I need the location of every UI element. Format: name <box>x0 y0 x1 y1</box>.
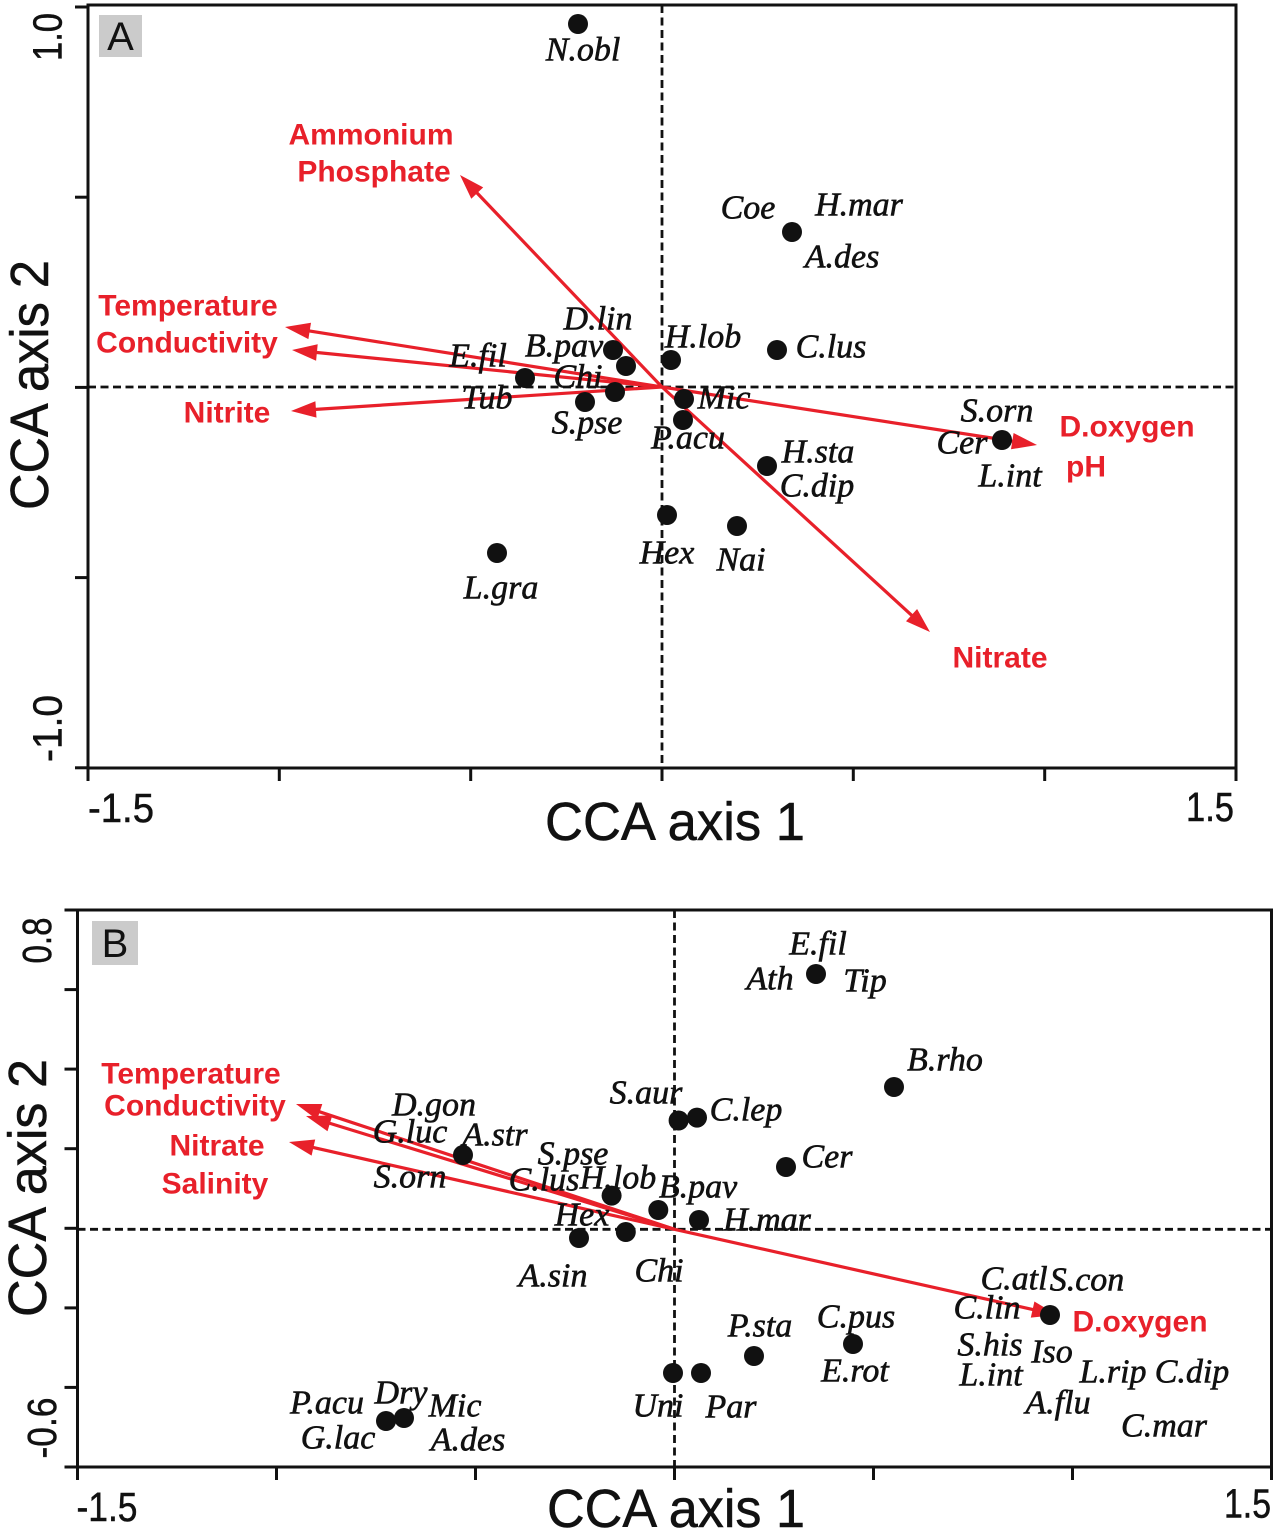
svg-text:S.pse: S.pse <box>552 405 623 442</box>
svg-text:Hex: Hex <box>554 1197 610 1234</box>
svg-text:C.pus: C.pus <box>817 1299 895 1336</box>
svg-text:C.lep: C.lep <box>710 1092 783 1129</box>
svg-text:Salinity: Salinity <box>162 1168 269 1201</box>
svg-text:Cer: Cer <box>937 425 989 462</box>
svg-text:C.mar: C.mar <box>1121 1408 1208 1445</box>
svg-text:H.mar: H.mar <box>722 1202 812 1239</box>
svg-text:Tip: Tip <box>843 963 886 1000</box>
svg-text:A.des: A.des <box>803 239 880 276</box>
svg-text:P.acu: P.acu <box>650 420 725 457</box>
svg-text:L.int: L.int <box>977 458 1043 495</box>
svg-text:B: B <box>102 922 129 966</box>
svg-text:CCA axis 1: CCA axis 1 <box>545 792 805 852</box>
svg-text:G.lac: G.lac <box>301 1420 376 1457</box>
svg-text:Conductivity: Conductivity <box>104 1090 286 1123</box>
svg-text:CCA axis 2: CCA axis 2 <box>0 260 60 510</box>
svg-text:H.sta: H.sta <box>781 434 855 471</box>
svg-text:L.int: L.int <box>958 1357 1024 1394</box>
svg-text:G.luc: G.luc <box>373 1114 448 1151</box>
svg-text:A.sin: A.sin <box>517 1258 588 1295</box>
svg-text:L.rip: L.rip <box>1078 1354 1146 1391</box>
svg-text:CCA axis 1: CCA axis 1 <box>547 1479 805 1536</box>
svg-text:C.dip: C.dip <box>1155 1354 1230 1391</box>
svg-text:E.rot: E.rot <box>820 1353 890 1390</box>
svg-text:C.lus: C.lus <box>509 1162 580 1199</box>
svg-text:C.lin: C.lin <box>953 1290 1020 1327</box>
svg-text:Nitrate: Nitrate <box>952 642 1047 675</box>
svg-text:Ath: Ath <box>744 961 793 998</box>
svg-text:Mic: Mic <box>697 380 751 417</box>
svg-text:Par: Par <box>705 1389 758 1426</box>
svg-text:A.des: A.des <box>429 1422 506 1459</box>
svg-text:Tub: Tub <box>461 380 512 417</box>
svg-text:C.lus: C.lus <box>796 329 867 366</box>
svg-text:1.5: 1.5 <box>1186 784 1234 830</box>
svg-text:pH: pH <box>1066 451 1106 484</box>
svg-text:E.fil: E.fil <box>448 338 507 375</box>
svg-text:H.mar: H.mar <box>814 187 904 224</box>
svg-text:Chi: Chi <box>634 1253 683 1290</box>
svg-text:Phosphate: Phosphate <box>297 156 450 189</box>
svg-text:B.rho: B.rho <box>907 1042 983 1079</box>
svg-text:P.acu: P.acu <box>289 1385 364 1422</box>
svg-text:1.5: 1.5 <box>1224 1481 1271 1527</box>
svg-text:N.obl: N.obl <box>545 32 621 69</box>
svg-text:-1.5: -1.5 <box>88 785 154 831</box>
svg-text:S.orn: S.orn <box>961 393 1034 430</box>
svg-text:Mic: Mic <box>428 1388 482 1425</box>
svg-text:Cer: Cer <box>802 1139 854 1176</box>
svg-text:H.lob: H.lob <box>664 319 742 356</box>
svg-text:Nitrate: Nitrate <box>169 1130 264 1163</box>
svg-text:D.gon: D.gon <box>391 1087 476 1124</box>
svg-text:Conductivity: Conductivity <box>96 327 278 360</box>
svg-text:C.dip: C.dip <box>780 468 855 505</box>
svg-text:P.sta: P.sta <box>727 1308 793 1345</box>
svg-text:S.con: S.con <box>1050 1262 1125 1299</box>
svg-text:A.str: A.str <box>460 1117 528 1154</box>
svg-text:D.oxygen: D.oxygen <box>1059 411 1194 444</box>
svg-text:-1.5: -1.5 <box>77 1484 138 1530</box>
svg-text:B.pav: B.pav <box>525 328 604 365</box>
svg-text:Nitrite: Nitrite <box>184 397 271 430</box>
svg-text:-1.0: -1.0 <box>25 695 71 762</box>
svg-text:Ammonium: Ammonium <box>289 119 454 152</box>
svg-text:C.atl: C.atl <box>980 1261 1047 1298</box>
svg-text:D.lin: D.lin <box>563 301 633 338</box>
svg-text:Temperature: Temperature <box>101 1058 281 1091</box>
svg-text:Chi: Chi <box>553 359 602 396</box>
svg-text:S.his: S.his <box>957 1327 1022 1364</box>
svg-text:H.lob: H.lob <box>579 1160 657 1197</box>
svg-text:A: A <box>107 15 134 59</box>
svg-text:Iso: Iso <box>1030 1334 1073 1371</box>
svg-text:E.fil: E.fil <box>788 926 847 963</box>
svg-text:Dry: Dry <box>374 1375 429 1412</box>
svg-text:CCA axis 2: CCA axis 2 <box>0 1059 58 1317</box>
svg-text:S.orn: S.orn <box>374 1159 447 1196</box>
svg-text:B.pav: B.pav <box>659 1169 738 1206</box>
svg-text:Hex: Hex <box>639 535 695 572</box>
svg-text:S.aur: S.aur <box>610 1075 684 1112</box>
svg-text:S.pse: S.pse <box>538 1136 609 1173</box>
svg-text:Nai: Nai <box>715 542 765 579</box>
svg-text:-0.6: -0.6 <box>19 1398 65 1459</box>
svg-text:Coe: Coe <box>721 190 776 227</box>
svg-text:L.gra: L.gra <box>463 570 539 607</box>
svg-text:A.flu: A.flu <box>1023 1385 1090 1422</box>
svg-text:D.oxygen: D.oxygen <box>1072 1306 1207 1339</box>
svg-text:Uni: Uni <box>633 1388 684 1425</box>
svg-text:0.8: 0.8 <box>14 918 60 964</box>
svg-text:Temperature: Temperature <box>98 290 278 323</box>
svg-text:1.0: 1.0 <box>25 13 71 61</box>
